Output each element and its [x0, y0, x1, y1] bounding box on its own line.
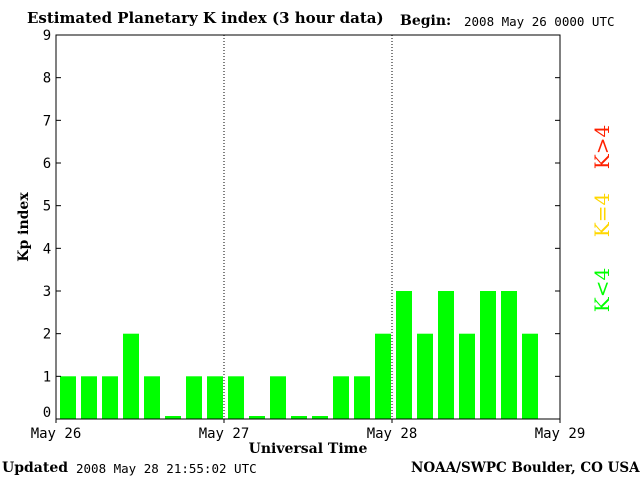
y-tick-label: 8: [43, 71, 51, 87]
bar: [186, 376, 202, 419]
y-tick-label: 4: [43, 241, 51, 257]
y-tick-label: 2: [43, 327, 51, 343]
bar: [123, 333, 139, 419]
bar: [459, 333, 475, 419]
bar: [522, 333, 538, 419]
y-tick-label: 3: [43, 284, 51, 300]
chart-title: Estimated Planetary K index (3 hour data…: [27, 9, 384, 27]
y-tick-label: 0: [43, 405, 51, 421]
plot-frame: [55, 34, 561, 420]
bar: [396, 291, 412, 419]
begin-value: 2008 May 26 0000 UTC: [464, 14, 615, 29]
x-tick-label: May 27: [199, 426, 250, 442]
x-tick-label: May 29: [535, 426, 586, 442]
legend-item: K<4: [590, 268, 614, 312]
legend-item: K>4: [590, 125, 614, 169]
y-tick-label: 9: [43, 28, 51, 44]
x-axis-title: Universal Time: [249, 441, 368, 457]
y-tick-label: 1: [43, 369, 51, 385]
x-tick-label: May 26: [31, 426, 82, 442]
bar: [102, 376, 118, 419]
legend: K<4 K=4 K>4: [590, 125, 614, 312]
bar: [375, 333, 391, 419]
legend-item: K=4: [590, 193, 614, 237]
bar: [165, 416, 181, 419]
bar: [312, 416, 328, 419]
bar: [501, 291, 517, 419]
bar: [291, 416, 307, 419]
day-gridlines: [223, 35, 393, 419]
x-axis: May 26 May 27 May 28 May 29: [31, 419, 586, 442]
bar: [480, 291, 496, 419]
bar-series: [60, 291, 538, 419]
bar: [354, 376, 370, 419]
bar: [228, 376, 244, 419]
y-tick-label: 5: [43, 199, 51, 215]
x-tick-label: May 28: [367, 426, 418, 442]
bar: [144, 376, 160, 419]
bar: [249, 416, 265, 419]
bar: [333, 376, 349, 419]
bar: [60, 376, 76, 419]
bar: [207, 376, 223, 419]
begin-label: Begin:: [400, 13, 452, 29]
credit-text: NOAA/SWPC Boulder, CO USA: [411, 460, 640, 476]
bar: [438, 291, 454, 419]
y-axis-title: Kp index: [16, 192, 32, 262]
bar: [417, 333, 433, 419]
bar: [270, 376, 286, 419]
y-tick-label: 6: [43, 156, 51, 172]
updated-label: Updated: [2, 460, 69, 476]
y-tick-label: 7: [43, 113, 51, 129]
y-axis: 0 1 2 3 4 5 6 7 8 9: [43, 28, 560, 421]
bar: [81, 376, 97, 419]
updated-value: 2008 May 28 21:55:02 UTC: [76, 461, 257, 476]
